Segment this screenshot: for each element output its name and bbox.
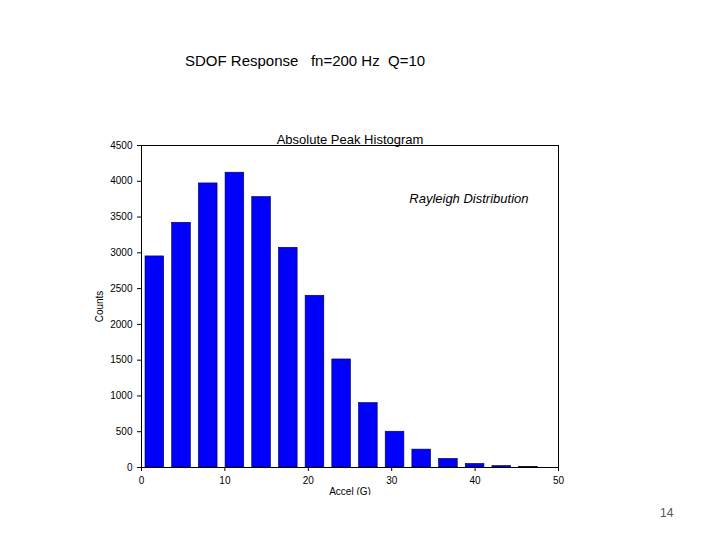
svg-text:Accel (G): Accel (G) [329, 486, 371, 496]
html-text:SDOF Response fn=200 Hz Q=10: SDOF Response fn=200 Hz Q=10 [185, 52, 426, 69]
svg-text:20: 20 [303, 475, 315, 486]
svg-text:0: 0 [139, 475, 145, 486]
svg-text:1500: 1500 [110, 354, 133, 365]
svg-text:Counts: Counts [94, 291, 105, 323]
svg-text:0: 0 [127, 462, 133, 473]
svg-text:40: 40 [470, 475, 482, 486]
html-text:14: 14 [660, 506, 674, 520]
svg-text:50: 50 [553, 475, 565, 486]
svg-text:2000: 2000 [110, 319, 133, 330]
svg-text:3500: 3500 [110, 211, 133, 222]
svg-text:1000: 1000 [110, 390, 133, 401]
svg-text:Absolute Peak Histogram: Absolute Peak Histogram [277, 132, 424, 147]
svg-text:3000: 3000 [110, 247, 133, 258]
svg-text:10: 10 [219, 475, 231, 486]
svg-text:Rayleigh Distribution: Rayleigh Distribution [409, 191, 528, 206]
svg-text:30: 30 [386, 475, 398, 486]
svg-text:4500: 4500 [110, 140, 133, 151]
svg-text:500: 500 [116, 426, 133, 437]
svg-text:4000: 4000 [110, 175, 133, 186]
svg-text:2500: 2500 [110, 283, 133, 294]
